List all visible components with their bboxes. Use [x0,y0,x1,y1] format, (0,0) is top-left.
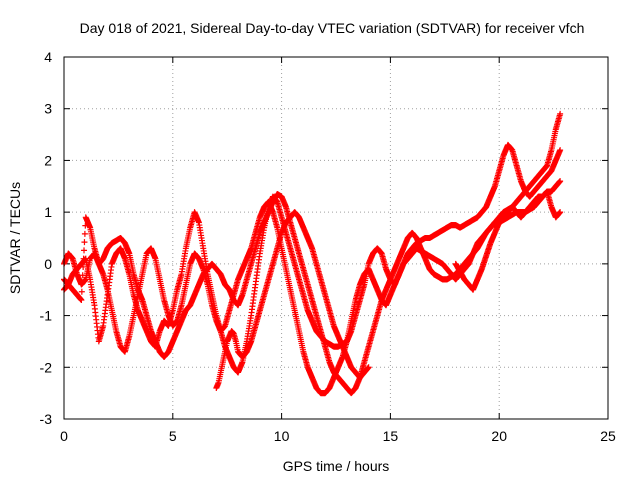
data-point [78,297,85,304]
x-axis-label: GPS time / hours [283,458,390,474]
x-tick-label: 0 [60,428,68,444]
x-tick-label: 15 [383,428,399,444]
data-point [81,230,88,237]
y-tick-label: 4 [44,49,52,65]
y-axis-label: SDTVAR / TECUs [7,182,23,294]
y-tick-label: 0 [44,256,52,272]
chart-title: Day 018 of 2021, Sidereal Day-to-day VTE… [80,20,585,36]
y-tick-label: -2 [40,359,53,375]
data-point [80,263,87,270]
x-tick-label: 5 [169,428,177,444]
y-tick-label: -3 [40,411,53,427]
data-point [557,209,564,216]
data-point [78,288,85,295]
x-tick-label: 25 [600,428,616,444]
y-tick-label: -1 [40,308,53,324]
x-tick-label: 10 [274,428,290,444]
y-tick-label: 1 [44,204,52,220]
data-point [81,239,88,246]
data-points [61,110,564,397]
data-point [80,255,87,262]
data-series-track-4 [213,209,372,391]
data-point [365,364,372,371]
plot-frame [63,56,609,420]
y-tick-label: 2 [44,152,52,168]
x-tick-label: 20 [491,428,507,444]
data-point [81,247,88,254]
data-point [79,280,86,287]
data-series-track-5 [452,188,564,293]
grid [64,57,608,419]
data-point [557,178,564,185]
data-point [557,110,564,117]
axis-ticks: 0 5 10 15 20 25 -3 -2 -1 0 1 2 3 4 [40,49,616,444]
data-point [557,147,564,154]
data-point [79,272,86,279]
y-tick-label: 3 [44,101,52,117]
